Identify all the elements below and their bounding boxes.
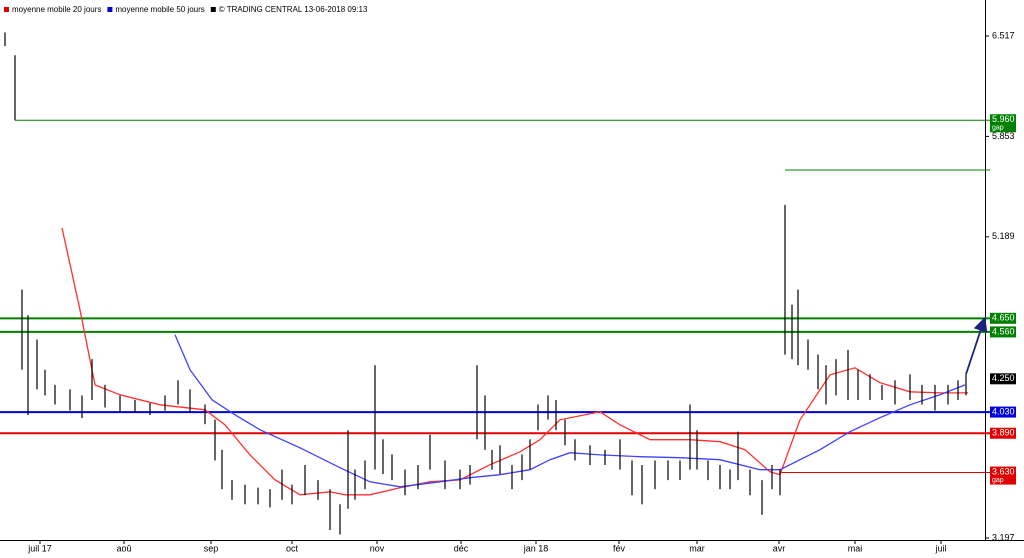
level-label-box <box>990 373 1016 385</box>
x-tick-label: oct <box>286 543 299 553</box>
legend-swatch <box>107 7 113 12</box>
level-note: gap <box>992 125 1004 132</box>
y-tick-label: 5.853 <box>992 131 1015 141</box>
x-tick-label: mai <box>848 543 863 553</box>
level-label-box <box>990 312 1016 324</box>
legend-swatch <box>210 7 216 12</box>
legend-swatch <box>4 7 9 12</box>
x-tick-label: avr <box>773 543 786 553</box>
level-label: 5.960 <box>992 114 1015 124</box>
moving-average <box>174 334 966 488</box>
level-label: 4.650 <box>992 313 1015 323</box>
level-label-box <box>990 326 1016 338</box>
level-label-box <box>990 114 1016 133</box>
level-label-box <box>990 406 1016 418</box>
x-tick-label: jan 18 <box>523 543 549 553</box>
level-label: 4.250 <box>992 373 1015 383</box>
legend-label: © TRADING CENTRAL 13-06-2018 09:13 <box>219 5 368 14</box>
level-label: 3.630 <box>992 466 1015 476</box>
level-label: 3.890 <box>992 428 1015 438</box>
projection-arrow <box>965 316 988 375</box>
x-tick-label: mar <box>689 543 705 553</box>
x-tick-label: juil 17 <box>27 543 52 553</box>
x-tick-label: fév <box>613 543 626 553</box>
level-label-box <box>990 466 1016 485</box>
level-label-box <box>990 427 1016 439</box>
y-tick-label: 5.189 <box>992 231 1015 241</box>
level-note: gap <box>992 477 1004 484</box>
level-label: 4.030 <box>992 406 1015 416</box>
x-tick-label: sep <box>204 543 219 553</box>
legend-label: moyenne mobile 50 jours <box>115 5 204 14</box>
y-tick-label: 6.517 <box>992 30 1015 40</box>
legend-label: moyenne mobile 20 jours <box>12 5 101 14</box>
x-tick-label: aoû <box>116 543 131 553</box>
x-tick-label: déc <box>454 543 469 553</box>
level-label: 4.560 <box>992 326 1015 336</box>
y-tick-label: 3.197 <box>992 532 1015 542</box>
x-tick-label: nov <box>370 543 385 553</box>
x-tick-label: juil <box>934 543 946 553</box>
moving-average <box>61 227 968 496</box>
